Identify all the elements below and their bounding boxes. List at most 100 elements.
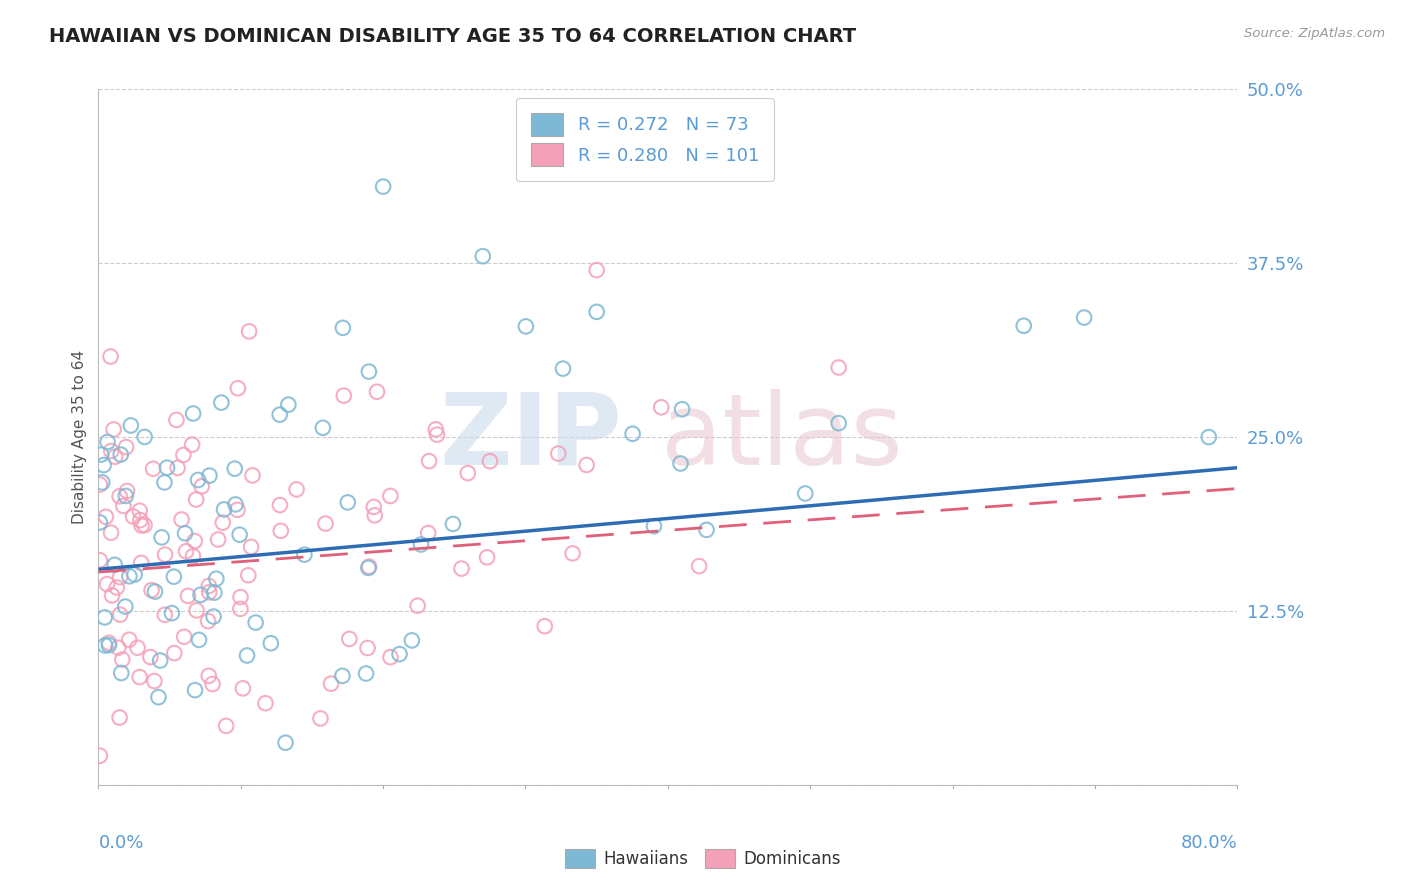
Point (198, 579, 221, 593)
Point (170, 512, 193, 526)
Point (551, 361, 574, 376)
Point (269, 408, 291, 422)
Point (285, 483, 308, 497)
Point (380, 489, 402, 503)
Point (173, 630, 195, 644)
Point (215, 719, 238, 733)
Point (104, 558, 127, 572)
Point (309, 711, 332, 725)
Point (118, 632, 141, 647)
Legend: R = 0.272   N = 73, R = 0.280   N = 101: R = 0.272 N = 73, R = 0.280 N = 101 (516, 98, 773, 181)
Point (190, 588, 212, 602)
Point (156, 460, 179, 475)
Point (211, 516, 233, 530)
Point (688, 559, 710, 574)
Point (97, 636, 120, 650)
Point (165, 413, 187, 427)
Point (110, 665, 132, 680)
Point (441, 516, 464, 531)
Point (337, 632, 360, 646)
Point (114, 489, 136, 503)
Point (103, 422, 125, 436)
Point (229, 602, 252, 616)
Point (150, 530, 173, 544)
Point (97, 638, 120, 652)
Point (201, 677, 224, 691)
Point (533, 619, 555, 633)
Point (475, 550, 498, 565)
Point (181, 437, 204, 451)
Point (202, 609, 225, 624)
Point (585, 263, 607, 277)
Point (359, 559, 381, 574)
Point (209, 395, 232, 409)
Point (129, 556, 152, 570)
Y-axis label: Disability Age 35 to 64: Disability Age 35 to 64 (72, 350, 87, 524)
Point (94, 509, 117, 524)
Point (128, 670, 150, 684)
Point (207, 533, 229, 547)
Point (187, 473, 209, 487)
Point (406, 599, 429, 613)
Point (240, 540, 263, 554)
Point (1073, 310, 1095, 325)
Text: atlas: atlas (661, 389, 903, 485)
Point (186, 603, 208, 617)
Point (226, 381, 249, 395)
Point (89, 477, 111, 491)
Point (450, 561, 472, 575)
Point (124, 567, 146, 582)
Point (134, 430, 156, 444)
Point (547, 446, 569, 460)
Point (184, 683, 207, 698)
Point (89, 516, 111, 530)
Point (380, 650, 402, 665)
Point (153, 475, 176, 490)
Text: 80.0%: 80.0% (1181, 834, 1237, 852)
Point (333, 388, 356, 402)
Point (198, 468, 221, 483)
Text: ZIP: ZIP (440, 389, 623, 485)
Point (197, 669, 219, 683)
Point (643, 519, 665, 533)
Legend: Hawaiians, Dominicans: Hawaiians, Dominicans (558, 842, 848, 875)
Point (357, 561, 380, 575)
Point (229, 590, 252, 604)
Point (364, 508, 387, 523)
Point (332, 669, 354, 683)
Point (696, 523, 718, 537)
Point (90, 448, 112, 462)
Point (254, 696, 277, 710)
Point (91, 475, 114, 490)
Point (101, 589, 124, 603)
Point (160, 606, 183, 620)
Point (212, 502, 235, 516)
Point (143, 674, 166, 689)
Point (188, 632, 211, 647)
Point (141, 583, 163, 598)
Point (356, 640, 378, 655)
Point (401, 633, 423, 648)
Point (315, 516, 337, 531)
Point (478, 454, 501, 468)
Point (202, 585, 225, 599)
Point (107, 640, 129, 655)
Point (115, 440, 138, 454)
Point (100, 525, 122, 540)
Point (260, 636, 283, 650)
Point (149, 653, 172, 667)
Point (332, 321, 354, 335)
Point (177, 589, 200, 603)
Point (238, 325, 260, 339)
Point (186, 492, 208, 507)
Point (166, 461, 188, 475)
Point (120, 418, 142, 433)
Point (1198, 430, 1220, 444)
Point (153, 607, 176, 622)
Point (104, 450, 127, 464)
Point (108, 489, 131, 503)
Point (134, 518, 156, 533)
Point (197, 614, 219, 628)
Point (105, 581, 128, 595)
Point (128, 504, 150, 518)
